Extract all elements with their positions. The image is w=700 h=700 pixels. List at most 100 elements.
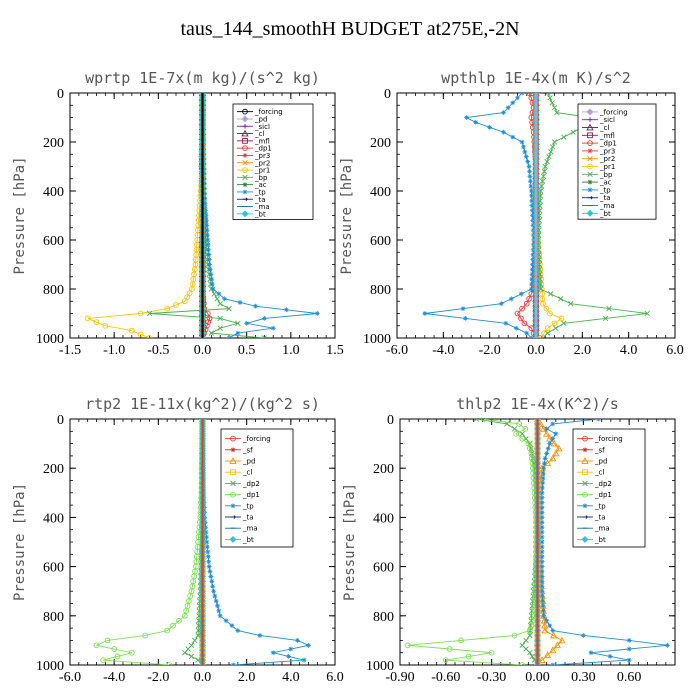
data-marker [242, 108, 248, 115]
data-marker [464, 115, 469, 120]
data-marker [270, 325, 276, 331]
data-marker [242, 174, 248, 181]
data-marker [539, 505, 545, 510]
data-marker [192, 637, 198, 644]
legend-label: _sf [594, 446, 605, 454]
data-marker [102, 322, 109, 329]
series-line [95, 419, 203, 665]
data-marker [539, 564, 545, 569]
data-marker [581, 457, 589, 464]
data-marker [529, 271, 535, 277]
x-tick-label: -0.90 [385, 670, 414, 685]
x-tick-label: -2.0 [479, 343, 501, 358]
y-axis-label: Pressure [hPa] [342, 483, 358, 601]
y-tick-label: 800 [43, 610, 64, 625]
data-marker [529, 276, 535, 282]
data-marker [301, 657, 307, 663]
legend-label: _cl [594, 469, 604, 477]
y-tick-label: 0 [384, 87, 391, 102]
data-marker [208, 330, 215, 336]
data-marker [553, 431, 559, 437]
data-marker [582, 480, 588, 487]
data-marker [539, 559, 545, 565]
data-marker [216, 608, 222, 614]
data-marker [284, 307, 289, 313]
data-marker [222, 296, 227, 302]
data-marker [547, 310, 553, 317]
data-marker [498, 301, 504, 307]
data-marker [204, 544, 210, 550]
data-marker [549, 646, 557, 654]
data-marker [561, 134, 567, 140]
y-axis: 0 200 400 600 800 1000 [363, 87, 675, 347]
data-marker [537, 276, 543, 282]
x-tick-label: -0.5 [147, 343, 169, 358]
data-marker [580, 633, 586, 638]
data-marker [295, 638, 300, 643]
data-marker [539, 588, 545, 594]
legend-label: _dp1 [599, 140, 617, 148]
data-marker [606, 305, 612, 312]
data-marker [473, 120, 479, 125]
data-marker [217, 300, 223, 307]
data-marker [488, 649, 495, 656]
data-marker [206, 247, 211, 253]
legend-label: _tp [254, 188, 266, 196]
y-tick-label: 400 [43, 185, 64, 200]
data-marker [207, 262, 212, 267]
data-marker [549, 454, 557, 462]
data-marker [213, 598, 219, 604]
data-marker [587, 163, 593, 170]
data-marker [539, 515, 545, 520]
data-marker [582, 435, 588, 442]
panel-title: wpthlp 1E-4x(m K)/s^2 [441, 69, 631, 87]
data-marker [539, 569, 545, 574]
data-marker [519, 662, 526, 665]
data-marker [550, 662, 556, 665]
data-marker [230, 469, 236, 476]
data-marker [244, 320, 250, 326]
data-marker [541, 330, 547, 336]
data-marker [166, 662, 173, 665]
series-dp1 [404, 419, 539, 665]
data-marker [196, 613, 202, 619]
data-marker [587, 148, 593, 154]
x-tick-label: 0.0 [194, 343, 212, 358]
data-marker [525, 159, 531, 164]
data-marker [537, 198, 543, 204]
y-tick-label: 0 [57, 87, 64, 102]
data-marker [176, 617, 182, 624]
data-marker [550, 436, 556, 442]
y-axis: 0 200 400 600 800 1000 [366, 413, 675, 674]
data-marker [209, 578, 215, 584]
x-tick-label: 1.5 [326, 343, 344, 358]
data-marker [524, 330, 530, 336]
data-marker [510, 134, 516, 140]
data-marker [527, 627, 533, 634]
x-tick-label: -6.0 [386, 343, 408, 358]
data-marker [540, 173, 547, 180]
legend-label: _cl [254, 130, 264, 138]
data-marker [526, 93, 532, 96]
data-marker [539, 574, 545, 579]
y-axis: 0 200 400 600 800 1000 [36, 87, 335, 347]
x-tick-label: 0.0 [194, 670, 212, 685]
data-marker [206, 564, 212, 569]
data-marker [528, 188, 534, 194]
y-tick-label: 200 [43, 136, 64, 151]
data-marker [537, 281, 544, 287]
legend-label: _sf [242, 446, 253, 454]
data-marker [529, 198, 535, 204]
legend-label: _cl [599, 124, 609, 132]
y-tick-label: 600 [43, 234, 64, 249]
data-marker [211, 588, 216, 594]
x-tick-label: 1.0 [282, 343, 300, 358]
data-marker [528, 183, 534, 189]
legend-label: _ma [242, 525, 258, 533]
data-marker [539, 485, 545, 491]
data-marker [217, 325, 223, 331]
data-marker [111, 646, 118, 652]
data-marker [230, 435, 236, 442]
data-marker [205, 549, 211, 555]
legend-label: _bt [599, 210, 611, 218]
